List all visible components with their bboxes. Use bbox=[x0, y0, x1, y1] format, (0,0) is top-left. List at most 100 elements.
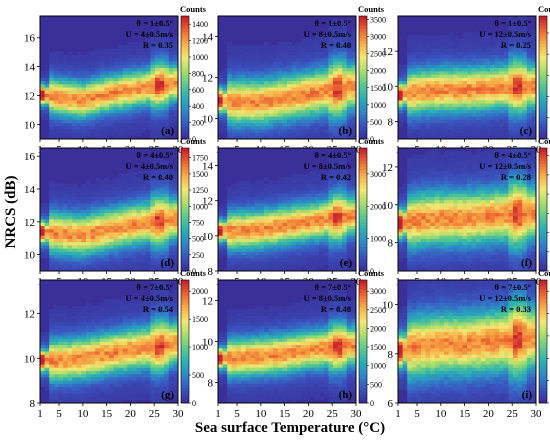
heatmap-cell bbox=[232, 120, 237, 124]
heatmap-cell bbox=[104, 116, 109, 120]
heatmap-cell bbox=[141, 203, 146, 207]
heatmap-cell bbox=[269, 74, 274, 78]
heatmap-cell bbox=[315, 84, 320, 88]
heatmap-cell bbox=[310, 200, 315, 204]
heatmap-cell bbox=[296, 187, 301, 191]
heatmap-cell bbox=[255, 45, 260, 49]
heatmap-cell bbox=[81, 258, 86, 262]
heatmap-cell bbox=[114, 184, 119, 188]
heatmap-cell bbox=[310, 174, 315, 178]
heatmap-cell bbox=[333, 61, 338, 65]
heatmap-cell bbox=[301, 235, 306, 239]
heatmap-cell bbox=[40, 226, 45, 230]
heatmap-cell bbox=[223, 219, 228, 223]
heatmap-cell bbox=[499, 78, 504, 82]
heatmap-cell bbox=[310, 123, 315, 127]
heatmap-cell bbox=[77, 97, 82, 101]
heatmap-cell bbox=[301, 61, 306, 65]
heatmap-cell bbox=[430, 90, 435, 94]
heatmap-cell bbox=[508, 87, 513, 91]
heatmap-cell bbox=[155, 184, 160, 188]
heatmap-cell bbox=[72, 242, 77, 246]
colorbar-segment bbox=[181, 197, 189, 200]
heatmap-cell bbox=[333, 126, 338, 130]
heatmap-cell bbox=[333, 232, 338, 236]
heatmap-cell bbox=[467, 120, 472, 124]
heatmap-cell bbox=[114, 97, 119, 101]
heatmap-cell bbox=[273, 187, 278, 191]
heatmap-cell bbox=[259, 129, 264, 133]
heatmap-cell bbox=[495, 110, 500, 114]
heatmap-cell bbox=[430, 87, 435, 91]
heatmap-cell bbox=[118, 68, 123, 72]
heatmap-cell bbox=[462, 116, 467, 120]
heatmap-cell bbox=[407, 261, 412, 265]
heatmap-cell bbox=[278, 45, 283, 49]
colorbar-title: Counts bbox=[180, 4, 207, 14]
heatmap-cell bbox=[169, 248, 174, 252]
colorbar-segment bbox=[181, 151, 189, 154]
heatmap-cell bbox=[68, 248, 73, 252]
heatmap-cell bbox=[264, 242, 269, 246]
heatmap-cell bbox=[305, 235, 310, 239]
heatmap-cell bbox=[412, 210, 417, 214]
heatmap-cell bbox=[328, 203, 333, 207]
heatmap-cell bbox=[305, 219, 310, 223]
heatmap-cell bbox=[236, 252, 241, 256]
heatmap-cell bbox=[227, 129, 232, 133]
heatmap-cell bbox=[398, 200, 403, 204]
heatmap-cell bbox=[264, 229, 269, 233]
heatmap-cell bbox=[333, 103, 338, 107]
heatmap-cell bbox=[246, 107, 251, 111]
heatmap-cell bbox=[104, 265, 109, 269]
heatmap-cell bbox=[68, 213, 73, 217]
heatmap-cell bbox=[453, 61, 458, 65]
heatmap-cell bbox=[481, 126, 486, 130]
heatmap-cell bbox=[495, 65, 500, 69]
heatmap-cell bbox=[114, 245, 119, 249]
heatmap-cell bbox=[150, 265, 155, 269]
heatmap-cell bbox=[146, 232, 151, 236]
heatmap-cell bbox=[264, 97, 269, 101]
heatmap-cell bbox=[95, 87, 100, 91]
heatmap-cell bbox=[315, 265, 320, 269]
heatmap-cell bbox=[137, 190, 142, 194]
colorbar-segment bbox=[359, 130, 367, 133]
heatmap-cell bbox=[407, 177, 412, 181]
heatmap-cell bbox=[342, 242, 347, 246]
heatmap-cell bbox=[315, 219, 320, 223]
heatmap-cell bbox=[259, 78, 264, 82]
heatmap-cell bbox=[472, 103, 477, 107]
heatmap-cell bbox=[100, 58, 105, 62]
heatmap-cell bbox=[54, 123, 59, 127]
heatmap-cell bbox=[342, 245, 347, 249]
heatmap-cell bbox=[86, 213, 91, 217]
heatmap-cell bbox=[504, 78, 509, 82]
heatmap-cell bbox=[255, 206, 260, 210]
heatmap-cell bbox=[123, 242, 128, 246]
heatmap-cell bbox=[127, 107, 132, 111]
heatmap-cell bbox=[264, 65, 269, 69]
heatmap-cell bbox=[273, 235, 278, 239]
heatmap-cell bbox=[273, 87, 278, 91]
heatmap-cell bbox=[68, 87, 73, 91]
heatmap-cell bbox=[68, 210, 73, 214]
heatmap-cell bbox=[236, 81, 241, 85]
heatmap-cell bbox=[255, 180, 260, 184]
heatmap-cell bbox=[81, 219, 86, 223]
heatmap-cell bbox=[127, 61, 132, 65]
heatmap-cell bbox=[476, 107, 481, 111]
heatmap-cell bbox=[292, 65, 297, 69]
heatmap-cell bbox=[495, 45, 500, 49]
heatmap-cell bbox=[169, 87, 174, 91]
heatmap-cell bbox=[255, 187, 260, 191]
heatmap-cell bbox=[137, 242, 142, 246]
heatmap-cell bbox=[310, 171, 315, 175]
heatmap-cell bbox=[403, 232, 408, 236]
heatmap-cell bbox=[137, 258, 142, 262]
heatmap-cell bbox=[310, 219, 315, 223]
heatmap-cell bbox=[301, 103, 306, 107]
heatmap-cell bbox=[91, 84, 96, 88]
heatmap-cell bbox=[164, 252, 169, 256]
